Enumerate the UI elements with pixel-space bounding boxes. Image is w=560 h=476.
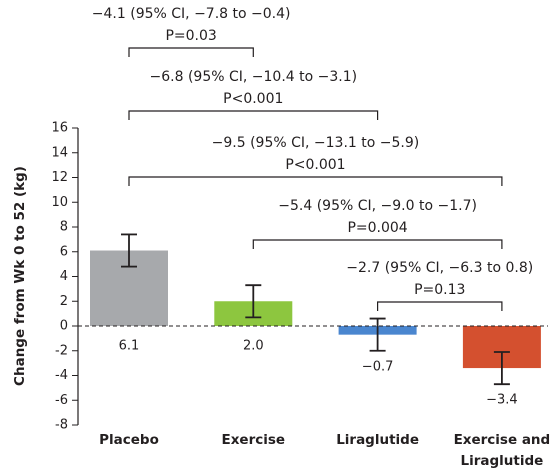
x-tick-label: Exercise and Liraglutide [453,432,551,469]
comparison-p: P=0.13 [414,282,465,298]
error-bar [121,233,137,268]
bracket [128,110,379,120]
data-label: 2.0 [243,339,264,354]
y-tick-label: 0 [60,319,68,334]
data-label: −3.4 [486,393,518,408]
bracket [128,176,503,186]
y-tick-label: 2 [60,294,68,309]
y-tick-label: 10 [51,195,68,210]
comparison-label: −4.1 (95% CI, −7.8 to −0.4) [92,6,291,22]
x-tick-label: Liraglutide [336,432,419,448]
y-tick-label: -4 [55,368,68,383]
comparison-label: −2.7 (95% CI, −6.3 to 0.8) [346,260,533,276]
bracket [377,301,503,311]
y-tick-label: 6 [60,244,68,259]
bracket [128,47,254,57]
comparison-p: P=0.004 [347,220,407,236]
y-axis-label: Change from Wk 0 to 52 (kg) [12,166,28,386]
y-tick-label: 12 [51,170,68,185]
y-tick-label: 8 [60,220,68,235]
y-tick-label: -8 [55,418,68,433]
error-bar [245,284,262,319]
y-tick-label: 16 [51,121,68,136]
error-bar [493,351,510,386]
data-label: −0.7 [362,359,394,374]
data-label: 6.1 [119,339,140,354]
error-bar [369,317,386,352]
bracket [252,239,503,249]
y-tick-label: 14 [51,145,68,160]
y-tick-label: -2 [55,343,68,358]
comparison-label: −5.4 (95% CI, −9.0 to −1.7) [278,198,477,214]
x-tick-label: Placebo [99,432,159,448]
comparison-label: −9.5 (95% CI, −13.1 to −5.9) [212,135,420,151]
comparison-p: P=0.03 [165,28,216,44]
y-tick-label: 4 [60,269,68,284]
comparison-p: P<0.001 [285,157,345,173]
x-tick-label: Exercise [221,432,286,448]
comparison-p: P<0.001 [223,91,283,107]
y-tick-label: -6 [55,393,68,408]
comparison-label: −6.8 (95% CI, −10.4 to −3.1) [150,69,358,85]
